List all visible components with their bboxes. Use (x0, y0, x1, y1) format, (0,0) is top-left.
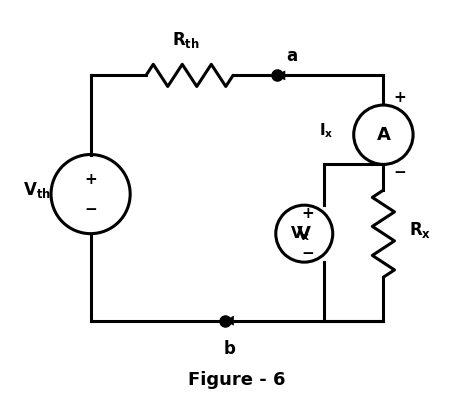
Text: −: − (302, 246, 315, 261)
Text: Figure - 6: Figure - 6 (188, 371, 286, 389)
Polygon shape (276, 71, 285, 80)
Circle shape (354, 105, 413, 164)
Text: V: V (297, 225, 311, 243)
Text: −: − (84, 202, 97, 217)
Circle shape (276, 205, 333, 262)
Text: −: − (393, 165, 406, 180)
Text: $\mathbf{R_{th}}$: $\mathbf{R_{th}}$ (172, 29, 200, 50)
Text: $\mathbf{b}$: $\mathbf{b}$ (222, 341, 236, 358)
Text: +: + (84, 172, 97, 187)
Text: $\mathbf{R_x}$: $\mathbf{R_x}$ (409, 220, 431, 240)
Text: A: A (376, 126, 390, 144)
Text: $\mathbf{a}$: $\mathbf{a}$ (286, 48, 298, 65)
Text: $\mathbf{V_x}$: $\mathbf{V_x}$ (290, 224, 310, 243)
Text: $\mathbf{V_{th}}$: $\mathbf{V_{th}}$ (23, 180, 51, 200)
Text: +: + (302, 206, 315, 221)
Text: +: + (393, 90, 406, 105)
Text: $\mathbf{I_x}$: $\mathbf{I_x}$ (319, 122, 333, 140)
Polygon shape (225, 316, 234, 325)
